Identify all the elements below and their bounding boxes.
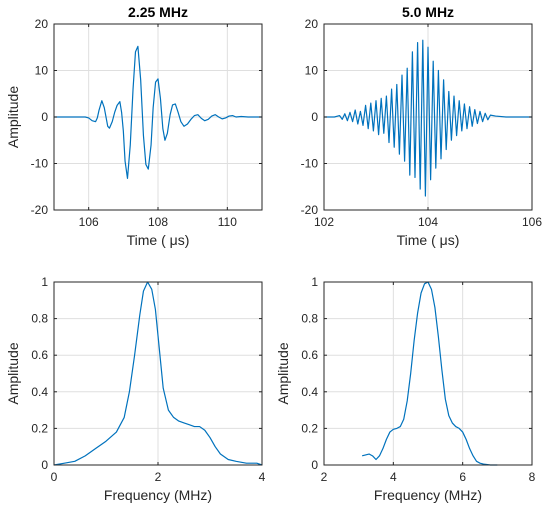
chart-title: 2.25 MHz	[128, 4, 188, 20]
y-axis-label: Amplitude	[5, 342, 21, 404]
x-axis-label: Time ( μs)	[127, 232, 190, 248]
x-tick-label: 2	[321, 470, 328, 484]
y-tick-label: 0.2	[31, 421, 48, 435]
y-tick-label: 20	[305, 17, 319, 31]
y-tick-label: 0	[311, 110, 318, 124]
y-tick-label: 0.8	[301, 312, 318, 326]
x-tick-label: 6	[459, 470, 466, 484]
subplot-2: 102 104 106 -20 -10 0 10 20 5.0 MHz Time ( μs)	[301, 4, 543, 248]
subplot-4: 2 4 6 8 0 0.2 0.4 0.6 0.8 1 Frequency (MHz) Amplitu…	[275, 275, 536, 503]
y-tick-label: 0	[311, 458, 318, 472]
y-tick-label: 0	[41, 110, 48, 124]
x-tick-label: 0	[51, 470, 58, 484]
y-tick-label: 0.2	[301, 421, 318, 435]
x-tick-label: 106	[522, 215, 542, 229]
y-tick-label: 10	[305, 64, 319, 78]
y-tick-label: 0.8	[31, 312, 48, 326]
series-line	[361, 281, 498, 466]
series-line	[53, 281, 263, 466]
y-tick-label: -20	[301, 203, 319, 217]
x-tick-label: 102	[314, 215, 334, 229]
axes-box	[323, 281, 533, 466]
x-tick-label: 108	[148, 215, 168, 229]
x-tick-label: 8	[529, 470, 536, 484]
y-axis-label: Amplitude	[5, 86, 21, 148]
y-tick-label: 1	[311, 275, 318, 289]
subplot-3: 0 2 4 0 0.2 0.4 0.6 0.8 1 Frequency (MHz) Amplitud…	[5, 275, 266, 503]
chart-title: 5.0 MHz	[402, 4, 454, 20]
plot-area	[324, 282, 532, 465]
y-tick-label: 10	[35, 64, 49, 78]
x-axis-label: Time ( μs)	[397, 232, 460, 248]
y-tick-label: 0	[41, 458, 48, 472]
x-axis-label: Frequency (MHz)	[374, 487, 482, 503]
y-tick-label: 0.4	[31, 385, 48, 399]
subplot-1: 106 108 110 -20 -10 0 10 20 2.25 MHz Time ( μs) Am…	[5, 4, 263, 248]
y-tick-label: 0.6	[31, 348, 48, 362]
y-tick-label: 1	[41, 275, 48, 289]
y-tick-label: 20	[35, 17, 49, 31]
x-tick-label: 4	[259, 470, 266, 484]
series-line	[324, 39, 532, 197]
y-axis-label: Amplitude	[275, 342, 291, 404]
x-tick-label: 110	[218, 215, 237, 229]
x-tick-label: 104	[418, 215, 438, 229]
y-tick-label: -20	[31, 203, 49, 217]
x-axis-label: Frequency (MHz)	[104, 487, 212, 503]
x-tick-label: 4	[390, 470, 397, 484]
y-tick-label: -10	[31, 157, 49, 171]
y-tick-label: 0.6	[301, 348, 318, 362]
y-tick-label: -10	[301, 157, 319, 171]
x-tick-label: 106	[79, 215, 99, 229]
y-tick-label: 0.4	[301, 385, 318, 399]
x-tick-label: 2	[155, 470, 162, 484]
series-line	[54, 45, 262, 179]
